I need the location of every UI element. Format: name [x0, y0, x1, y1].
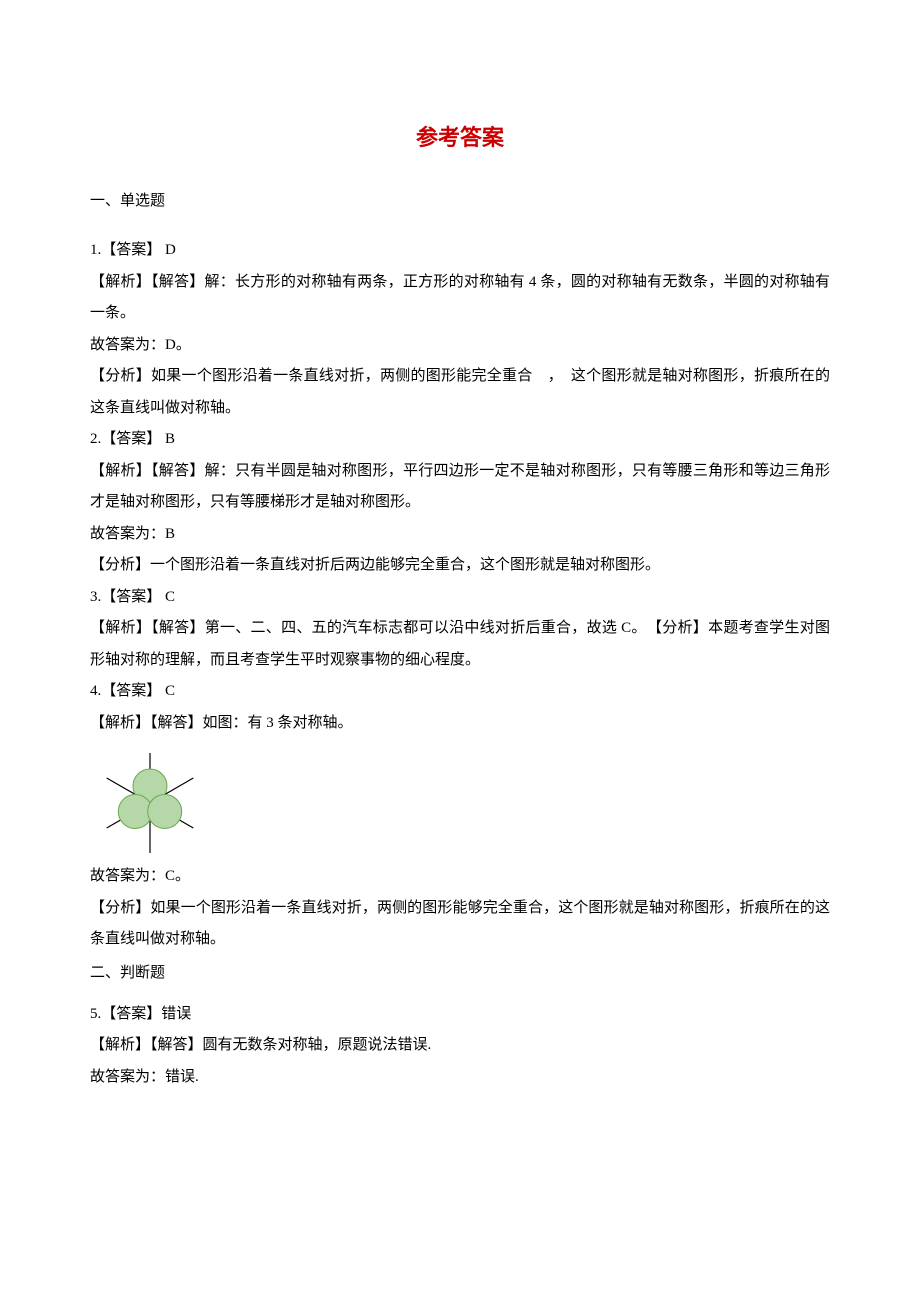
q2-analysis: 【分析】一个图形沿着一条直线对折后两边能够完全重合，这个图形就是轴对称图形。 — [90, 550, 830, 582]
q2-explain-1: 【解析】【解答】解：只有半圆是轴对称图形，平行四边形一定不是轴对称图形，只有等腰… — [90, 456, 830, 519]
q1-explain-1: 【解析】【解答】解：长方形的对称轴有两条，正方形的对称轴有 4 条，圆的对称轴有… — [90, 267, 830, 330]
q4-explain-1: 【解析】【解答】如图：有 3 条对称轴。 — [90, 708, 830, 740]
q4-explain-2: 故答案为：C。 — [90, 861, 830, 893]
q3-answer: 3.【答案】 C — [90, 582, 830, 614]
q2-explain-2: 故答案为：B — [90, 519, 830, 551]
q1-analysis: 【分析】如果一个图形沿着一条直线对折，两侧的图形能完全重合 ， 这个图形就是轴对… — [90, 361, 830, 424]
q5-answer-text: 5.【答案】错误 — [90, 1006, 191, 1022]
section-2-heading: 二、判断题 — [90, 960, 830, 987]
page: 参考答案 一、单选题 1.【答案】 D 【解析】【解答】解：长方形的对称轴有两条… — [0, 0, 920, 1302]
q1-answer: 1.【答案】 D — [90, 235, 830, 267]
section-1-heading: 一、单选题 — [90, 188, 830, 215]
q5-explain-1: 【解析】【解答】圆有无数条对称轴，原题说法错误. — [90, 1030, 830, 1062]
page-title: 参考答案 — [90, 120, 830, 152]
clover-diagram — [90, 745, 210, 855]
q4-analysis: 【分析】如果一个图形沿着一条直线对折，两侧的图形能够完全重合，这个图形就是轴对称… — [90, 893, 830, 956]
q2-answer: 2.【答案】 B — [90, 424, 830, 456]
q1-answer-text: 1.【答案】 D — [90, 242, 176, 258]
q4-answer-text: 4.【答案】 C — [90, 683, 175, 699]
q5-answer: 5.【答案】错误 — [90, 999, 830, 1031]
q3-explain: 【解析】【解答】第一、二、四、五的汽车标志都可以沿中线对折后重合，故选 C。 【… — [90, 613, 830, 676]
q2-answer-text: 2.【答案】 B — [90, 431, 175, 447]
q5-explain-2: 故答案为：错误. — [90, 1062, 830, 1094]
q4-answer: 4.【答案】 C — [90, 676, 830, 708]
q4-figure — [90, 745, 830, 855]
q3-answer-text: 3.【答案】 C — [90, 589, 175, 605]
q1-explain-2: 故答案为：D。 — [90, 330, 830, 362]
